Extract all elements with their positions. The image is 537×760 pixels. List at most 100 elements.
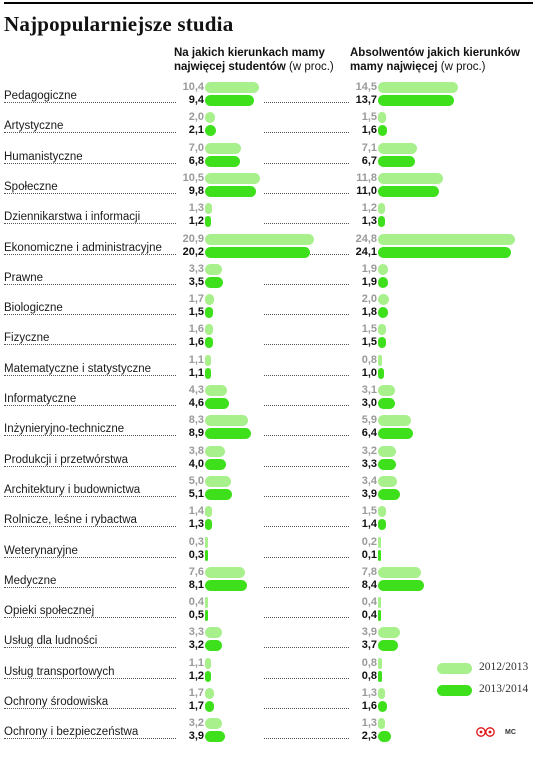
- row-uslug-transportowych: Usług transportowych 1,1 1,2 0,8 0,8: [0, 656, 537, 686]
- students-value-2013-2014: 1,3: [188, 518, 204, 531]
- graduates-bar-2013-2014: [378, 246, 512, 258]
- graduates-value-2013-2014: 6,7: [361, 154, 377, 167]
- cc-license-icon: [476, 727, 495, 737]
- graduates-bar-2013-2014: [378, 579, 425, 591]
- students-value-2012-2013: 3,3: [188, 626, 204, 639]
- row-spoleczne: Społeczne 10,5 9,8 11,8 11,0: [0, 171, 537, 201]
- category-label: Ochrony środowiska: [4, 696, 111, 708]
- graduates-value-2012-2013: 1,5: [361, 505, 377, 518]
- leader-line: [4, 586, 176, 588]
- graduates-bar-2012-2013: [378, 142, 418, 154]
- students-bar-2013-2014: [205, 701, 214, 712]
- graduates-bar-2012-2013: [378, 354, 383, 366]
- graduates-value-2013-2014: 11,0: [356, 184, 377, 197]
- students-bar-2012-2013: [205, 688, 214, 699]
- graduates-bar-2012-2013: [378, 172, 444, 184]
- graduates-value-2012-2013: 0,8: [361, 656, 377, 669]
- leader-line: [4, 314, 176, 316]
- students-bar-2013-2014: [205, 488, 232, 500]
- students-value-2013-2014: 9,4: [188, 94, 204, 106]
- graduates-value-2012-2013: 1,2: [361, 202, 377, 215]
- students-value-2012-2013: 3,3: [188, 262, 204, 275]
- graduates-bar-2013-2014: [378, 125, 387, 137]
- students-bar-2012-2013: [205, 233, 314, 245]
- students-value-2013-2014: 1,2: [188, 215, 204, 228]
- students-bar-2013-2014: [205, 458, 226, 470]
- graduates-value-2012-2013: 1,5: [361, 323, 377, 336]
- row-ochrony-i-bezpieczenstwa: Ochrony i bezpieczeństwa 3,2 3,9 1,3 2,3: [0, 716, 537, 746]
- students-value-2012-2013: 1,4: [188, 505, 204, 518]
- graduates-bar-2012-2013: [378, 445, 396, 457]
- leader-line: [4, 374, 176, 376]
- column-header-graduates-text: Absolwentów jakich kierunków mamy najwię…: [350, 47, 520, 73]
- row-fizyczne: Fizyczne 1,6 1,6 1,5 1,5: [0, 322, 537, 352]
- students-value-2013-2014: 3,9: [188, 730, 204, 743]
- category-label: Opieki społecznej: [4, 605, 97, 618]
- column-header-students: Na jakich kierunkach mamy najwięcej stud…: [174, 46, 334, 74]
- students-bar-2013-2014: [205, 670, 212, 682]
- row-weterynaryjne: Weterynaryjne 0,3 0,3 0,2 0,1: [0, 535, 537, 565]
- leader-line: [4, 192, 176, 194]
- row-uslug-dla-ludnosci: Usług dla ludności 3,3 3,2 3,9 3,7: [0, 625, 537, 655]
- category-label: Społeczne: [4, 180, 60, 193]
- legend-swatch-2012-2013: [437, 663, 472, 674]
- students-value-2012-2013: 7,0: [188, 141, 204, 154]
- leader-line: [4, 465, 176, 467]
- category-label: Matematyczne i statystyczne: [4, 362, 153, 375]
- leader-line: [4, 162, 176, 164]
- students-value-2013-2014: 4,6: [188, 397, 204, 409]
- graduates-value-2013-2014: 8,4: [361, 578, 377, 591]
- graduates-value-2012-2013: 5,9: [361, 414, 377, 427]
- graduates-value-2013-2014: 24,1: [355, 245, 377, 258]
- graduates-bar-2012-2013: [378, 688, 386, 699]
- students-value-2012-2013: 8,3: [188, 414, 204, 427]
- students-value-2013-2014: 1,2: [188, 669, 204, 682]
- students-bar-2012-2013: [205, 354, 211, 366]
- graduates-bar-2012-2013: [378, 506, 387, 518]
- graduates-value-2013-2014: 1,9: [361, 275, 377, 288]
- graduates-value-2012-2013: 3,9: [361, 626, 377, 639]
- column-header-graduates: Absolwentów jakich kierunków mamy najwię…: [350, 46, 530, 74]
- students-bar-2013-2014: [205, 125, 216, 137]
- graduates-value-2012-2013: 7,1: [361, 141, 377, 154]
- graduates-value-2013-2014: 3,0: [361, 397, 377, 409]
- students-value-2013-2014: 1,1: [188, 366, 204, 379]
- students-bar-2013-2014: [205, 519, 212, 531]
- students-bar-2012-2013: [205, 506, 213, 518]
- students-value-2013-2014: 1,6: [188, 336, 204, 349]
- students-value-2012-2013: 10,5: [182, 171, 204, 184]
- category-label: Usług dla ludności: [4, 635, 100, 648]
- leader-line-right: [264, 647, 349, 649]
- graduates-value-2012-2013: 0,2: [361, 535, 377, 548]
- leader-line: [4, 526, 176, 528]
- graduates-value-2013-2014: 3,7: [361, 639, 377, 652]
- students-bar-2013-2014: [205, 610, 208, 622]
- row-ochrony-srodowiska: Ochrony środowiska 1,7 1,7 1,3 1,6: [0, 686, 537, 716]
- leader-line-right: [264, 102, 349, 103]
- graduates-bar-2013-2014: [378, 95, 454, 106]
- graduates-bar-2012-2013: [378, 112, 387, 124]
- students-value-2012-2013: 1,1: [188, 353, 204, 366]
- leader-line-right: [264, 132, 349, 134]
- row-biologiczne: Biologiczne 1,7 1,5 2,0 1,8: [0, 292, 537, 322]
- category-label: Dziennikarstwa i informacji: [4, 211, 143, 224]
- students-value-2012-2013: 4,3: [188, 384, 204, 396]
- graduates-bar-2013-2014: [378, 488, 400, 500]
- graduates-value-2012-2013: 2,0: [361, 293, 377, 306]
- category-label: Informatyczne: [4, 393, 79, 405]
- row-pedagogiczne: Pedagogiczne 10,4 9,4 14,5 13,7: [0, 80, 537, 110]
- graduates-value-2013-2014: 6,4: [361, 427, 377, 440]
- students-value-2012-2013: 1,1: [188, 656, 204, 669]
- leader-line-right: [264, 374, 349, 376]
- column-header-graduates-unit: (w proc.): [440, 61, 486, 73]
- students-bar-2012-2013: [205, 263, 223, 275]
- category-label: Medyczne: [4, 574, 59, 587]
- graduates-value-2013-2014: 0,4: [361, 609, 377, 622]
- category-label: Weterynaryjne: [4, 544, 80, 557]
- students-value-2012-2013: 1,7: [188, 293, 204, 306]
- students-bar-2013-2014: [205, 276, 224, 288]
- students-bar-2013-2014: [205, 579, 248, 591]
- graduates-value-2012-2013: 7,8: [361, 565, 377, 578]
- graduates-bar-2012-2013: [378, 627, 400, 639]
- graduates-bar-2012-2013: [378, 657, 383, 669]
